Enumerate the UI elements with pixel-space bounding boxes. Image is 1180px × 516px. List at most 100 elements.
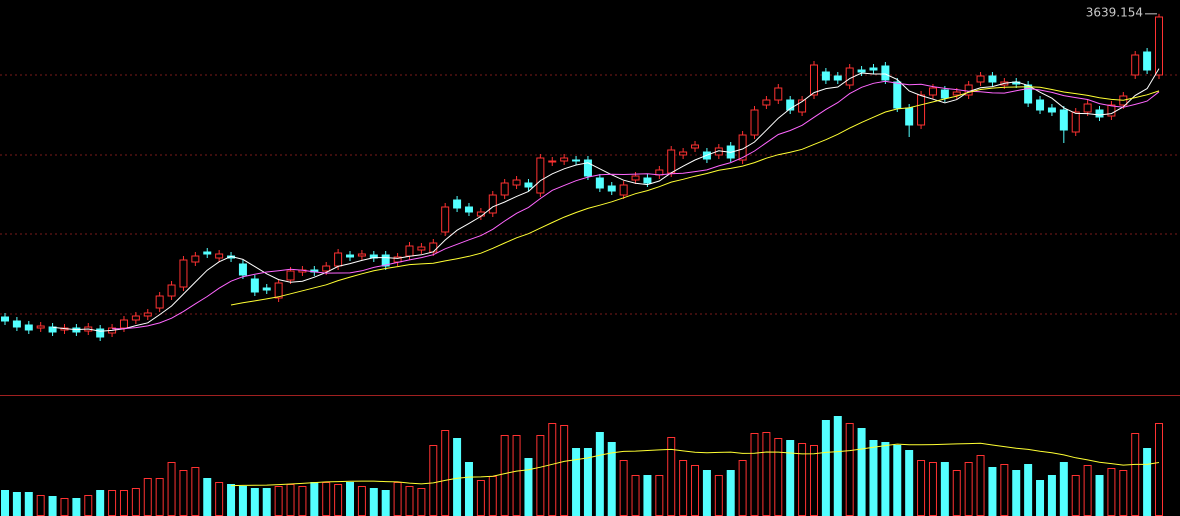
volume-bar [655,475,664,516]
volume-bar [334,484,343,516]
volume-bar [738,460,747,516]
volume-bar [346,482,355,516]
candle-body [595,177,604,189]
volume-bar [643,475,652,516]
volume-bar [464,462,473,516]
candle-body [143,312,152,317]
volume-bar [191,467,200,516]
volume-bar [726,470,735,516]
candle-body [917,94,926,126]
volume-bar [964,462,973,516]
volume-bar [917,460,926,516]
candle-body [1083,103,1092,113]
volume-bar [869,440,878,516]
volume-bar [1155,423,1163,516]
volume-bar [881,442,890,516]
volume-bar [119,490,128,516]
volume-bar [905,450,914,516]
volume-bar [108,490,117,516]
candle-body [346,254,355,258]
volume-bar [893,445,902,516]
volume-bar [619,460,628,516]
volume-bar [702,470,711,516]
candle-body [274,282,283,299]
volume-bar [476,480,485,516]
volume-bar [357,486,366,516]
volume-bar [1024,464,1033,516]
candle-body [1047,107,1056,113]
candle-body [619,184,628,196]
moving-average [52,68,1160,332]
volume-bar [928,462,937,516]
volume-bar [381,490,390,516]
volume-bar [24,492,33,516]
candle-body [905,107,914,126]
candle-body [643,177,652,184]
volume-bar [1107,468,1116,516]
volume-bar [36,495,45,516]
volume-bar [72,498,81,516]
volume-bar [1,490,9,516]
candle-body [679,151,688,156]
candle-body [583,159,592,177]
candle-body [1036,99,1045,111]
candle-body [667,149,676,174]
candle-body [821,71,830,81]
volume-bar [1095,475,1104,516]
candle-body [155,295,164,309]
candle-body [48,326,57,333]
volume-bar [60,498,69,516]
moving-average [112,80,1160,330]
candle-body [322,265,331,272]
volume-bar [322,482,331,516]
volume-bar [572,448,581,516]
volume-bar [298,486,307,516]
max-label: 3639.154 [1086,5,1143,19]
volume-bar [750,433,759,516]
volume-bar [857,428,866,516]
volume-bar [512,435,521,516]
volume-bar [155,478,164,516]
volume-bar [691,465,700,516]
volume-bar [167,462,176,516]
candle-body [238,263,247,276]
candle-body [191,255,200,263]
candle-body [512,179,521,186]
candle-body [215,253,224,259]
volume-bar [786,440,795,516]
candle-body [381,254,390,267]
candle-body [1024,84,1033,104]
candle-body [441,206,450,233]
volume-bar [679,460,688,516]
candle-body [631,175,640,181]
volume-bar [500,435,509,516]
volume-bar [1119,470,1128,516]
candle-body [786,99,795,111]
volume-bar [131,488,140,516]
volume-bar [417,488,426,516]
volume-bar [1131,433,1140,516]
candle-body [429,242,438,253]
volume-bar [714,475,723,516]
volume-bar [821,420,830,516]
volume-bar [48,496,57,516]
volume-bar [179,470,188,516]
candle-body [488,194,497,214]
candle-body [203,251,212,255]
volume-bar [441,430,450,516]
candle-body [250,278,259,293]
candle-body [1059,109,1068,131]
volume-bar [1071,475,1080,516]
volume-bar [84,495,93,516]
candle-body [607,185,616,192]
volume-bar [238,486,247,516]
volume-bar [453,438,462,516]
volume-bar [1047,475,1056,516]
candle-body [976,75,985,83]
candle-body [167,284,176,297]
volume-bar [1012,470,1021,516]
candle-body [857,69,866,73]
candle-body [1071,111,1080,133]
volume-bar [96,490,105,516]
